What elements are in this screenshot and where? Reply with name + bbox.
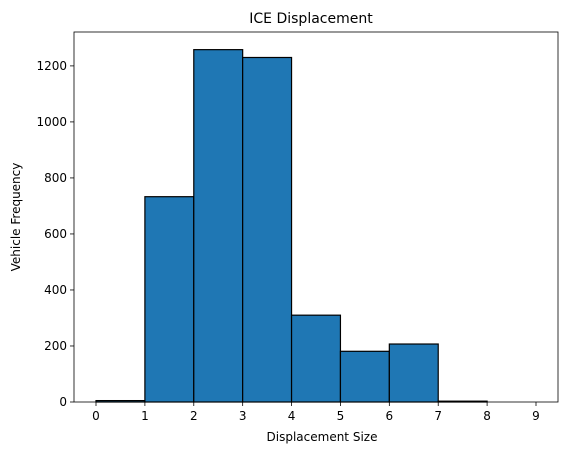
x-tick-label-1: 1: [141, 409, 149, 423]
x-axis-ticks: 0 1 2 3 4 5 6 7 8 9: [92, 402, 540, 423]
histogram-bar-6: [388, 343, 439, 403]
histogram-bar-3: [242, 56, 293, 403]
histogram-bar-1: [144, 196, 195, 403]
x-tick-label-9: 9: [532, 409, 540, 423]
y-tick-label-0: 0: [59, 395, 67, 409]
bars-group: [95, 49, 488, 403]
y-tick-label-1: 200: [44, 339, 67, 353]
chart-title: ICE Displacement: [249, 11, 373, 27]
x-axis-label: Displacement Size: [267, 430, 378, 444]
histogram-bar-2: [193, 49, 244, 403]
y-axis-label: Vehicle Frequency: [9, 163, 23, 272]
x-tick-label-8: 8: [483, 409, 491, 423]
histogram-bar-5: [339, 350, 390, 403]
x-tick-label-7: 7: [434, 409, 442, 423]
y-tick-label-3: 600: [44, 227, 67, 241]
x-tick-label-0: 0: [92, 409, 100, 423]
y-tick-label-4: 800: [44, 171, 67, 185]
y-tick-label-6: 1200: [36, 59, 67, 73]
x-tick-label-5: 5: [337, 409, 345, 423]
x-tick-label-4: 4: [288, 409, 296, 423]
y-axis-ticks: 0 200 400 600 800 1000 1200: [36, 59, 74, 409]
plot-frame: [73, 31, 559, 403]
x-tick-label-2: 2: [190, 409, 198, 423]
y-tick-label-2: 400: [44, 283, 67, 297]
histogram-bar-4: [290, 314, 342, 403]
x-tick-label-3: 3: [239, 409, 247, 423]
y-tick-label-5: 1000: [36, 115, 67, 129]
x-tick-label-6: 6: [386, 409, 394, 423]
